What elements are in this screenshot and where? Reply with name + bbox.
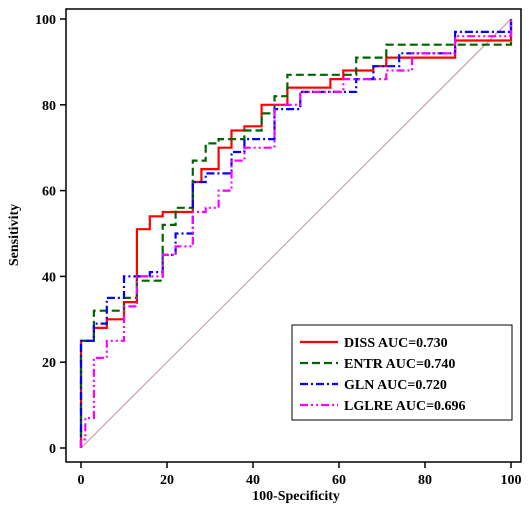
series-layer <box>79 19 513 448</box>
y-tick-label: 40 <box>42 270 56 285</box>
y-tick-label: 20 <box>42 356 56 371</box>
series-line <box>79 19 513 448</box>
x-tick-label: 60 <box>332 473 346 488</box>
plot-frame <box>65 8 522 463</box>
x-tick-label: 100 <box>501 473 522 488</box>
series-line <box>79 19 513 448</box>
x-axis-title: 100-Specificity <box>252 489 340 504</box>
legend: DISS AUC=0.730 ENTR AUC=0.740 GLN AUC=0.72… <box>291 324 513 421</box>
reference-line-layer <box>80 18 512 449</box>
y-tick-label: 60 <box>42 185 56 200</box>
legend-label: DISS AUC=0.730 <box>344 336 448 351</box>
y-axis: 0 20 40 60 80 100 <box>35 13 66 457</box>
y-tick-label: 0 <box>49 442 56 457</box>
x-tick-label: 80 <box>418 473 432 488</box>
legend-label: LGLRE AUC=0.696 <box>344 399 466 414</box>
legend-label: GLN AUC=0.720 <box>344 378 447 393</box>
legend-label: ENTR AUC=0.740 <box>344 357 455 372</box>
y-tick-label: 100 <box>35 13 56 28</box>
x-tick-label: 0 <box>78 473 85 488</box>
x-tick-label: 20 <box>160 473 174 488</box>
y-tick-label: 80 <box>42 99 56 114</box>
reference-diagonal-line <box>80 18 512 449</box>
y-axis-title: Sensitivity <box>7 204 22 266</box>
x-tick-label: 40 <box>246 473 260 488</box>
series-line <box>79 19 513 448</box>
x-axis: 0 20 40 60 80 100 <box>78 462 522 488</box>
